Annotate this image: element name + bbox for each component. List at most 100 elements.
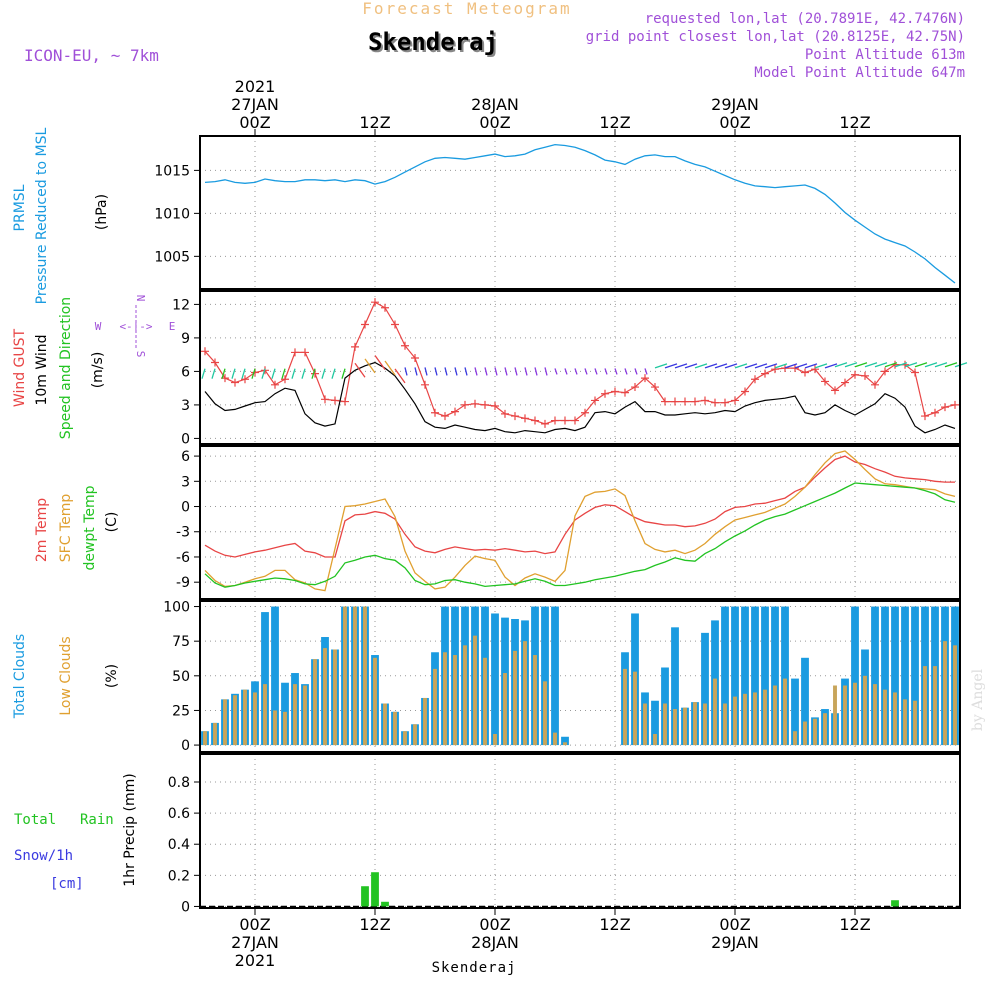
wind-gust-point (271, 380, 279, 389)
panel-frames-layer (199, 135, 961, 909)
y-tick-label: 1015 (154, 163, 190, 179)
low-clouds-bar (853, 682, 857, 746)
total-clouds-bar (721, 606, 729, 746)
low-clouds-bar (503, 673, 507, 746)
pressure-unit: (hPa) (94, 194, 110, 230)
wind-gust-point (501, 409, 509, 418)
low-clouds-bar (373, 657, 377, 746)
wind-direction-arrow (794, 363, 808, 369)
pressure-label-2: Pressure Reduced to MSL (34, 127, 50, 304)
wind-direction-arrow (464, 367, 468, 376)
wind-direction-arrow (654, 363, 668, 369)
wind-gust-point (281, 375, 289, 384)
temp-dewpt-series-line (204, 482, 956, 588)
wind-direction-arrow (924, 362, 938, 368)
low-clouds-bar (773, 685, 777, 746)
wind-gust-point (871, 380, 879, 389)
wind-direction-arrow (594, 368, 598, 375)
low-clouds-bar (913, 700, 917, 746)
low-clouds-bar (803, 721, 807, 746)
wind-direction-arrow (874, 362, 888, 368)
low-clouds-bar (743, 693, 747, 746)
footer-location: Skenderaj (432, 960, 517, 976)
compass-w: W (95, 320, 102, 333)
y-tick-label: 50 (172, 669, 190, 685)
wind-gust-point (571, 416, 579, 425)
temp-unit: (C) (104, 512, 120, 533)
wind-gust-point (491, 402, 499, 411)
low-clouds-bar (473, 635, 477, 746)
compass-n: N (134, 295, 147, 302)
low-clouds-bar (283, 711, 287, 746)
temp-dewpt-label: dewpt Temp (82, 485, 98, 570)
wind-direction-arrow (854, 362, 868, 368)
wind-gust-point (351, 342, 359, 351)
tick-labels-layer: 1005 1010 1015 0 3 6 9 12 -9 -6 -3 0 3 6 0 25 50 75 100 0 0.… (154, 77, 870, 970)
low-clouds-bar (313, 659, 317, 746)
wind-gust-point (441, 412, 449, 421)
wind-direction-arrow (554, 368, 558, 375)
low-clouds-bar (223, 699, 227, 746)
wind-gust-point (791, 364, 799, 373)
wind-gust-point (241, 375, 249, 384)
rain-bar (361, 886, 369, 907)
wind-gust-point (821, 377, 829, 386)
low-clouds-bar (263, 684, 267, 746)
total-clouds-bar (731, 606, 739, 746)
wind-gust-series-line (204, 301, 956, 425)
info-requested: requested lon,lat (20.7891E, 42.7476N) (645, 11, 965, 27)
low-clouds-bar (673, 709, 677, 746)
compass-s: S (134, 351, 147, 358)
gridlines-layer (200, 136, 960, 908)
wind-10m-label: 10m Wind (34, 334, 50, 405)
wind-direction-arrow (694, 363, 708, 369)
wind-direction-arrow (674, 363, 688, 369)
total-clouds-bar (741, 606, 749, 746)
low-clouds-bar (923, 666, 927, 746)
wind-gust-point (591, 396, 599, 405)
wind-direction-arrow (934, 362, 948, 368)
low-clouds-bar (703, 703, 707, 746)
wind-direction-arrow (271, 368, 276, 379)
pressure-series-line (204, 143, 956, 284)
bottom-time-label: 12Z (359, 915, 390, 934)
wind-gust-point (951, 400, 959, 409)
model-label: ICON-EU, ~ 7km (24, 46, 159, 65)
wind-gust-point (881, 367, 889, 376)
wind-gust-point (621, 388, 629, 397)
low-clouds-bar (203, 731, 207, 746)
low-clouds-bar (413, 724, 417, 746)
temp-2m-label: 2m Temp (34, 498, 50, 562)
panel-frame-wind (199, 290, 961, 445)
low-clouds-bar (863, 675, 867, 746)
wind-gust-point (691, 397, 699, 406)
y-tick-label: 3 (181, 398, 190, 414)
low-clouds-bar (653, 733, 657, 746)
low-clouds-bar (843, 685, 847, 746)
low-clouds-bar (723, 703, 727, 746)
wind-gust-point (401, 341, 409, 350)
wind-gust-point (911, 368, 919, 377)
low-clouds-bar (523, 641, 527, 746)
low-clouds-bar (483, 657, 487, 746)
wind-gust-point (831, 386, 839, 395)
wind-direction-arrow (714, 363, 728, 369)
wind-gust-point (231, 378, 239, 387)
bottom-time-label: 00Z (239, 915, 270, 934)
low-clouds-bar (243, 689, 247, 746)
wind-direction-arrow (281, 368, 286, 379)
y-tick-label: 0.4 (168, 837, 190, 853)
total-clouds-bar (781, 606, 789, 746)
rain-bar (371, 872, 379, 907)
wind-direction-arrow (774, 363, 788, 369)
top-time-label: 29JAN (711, 95, 759, 114)
total-clouds-bar (761, 606, 769, 746)
wind-gust-point (201, 347, 209, 356)
low-clouds-bar (643, 703, 647, 746)
y-tick-label: 3 (181, 474, 190, 490)
wind-gust-point (311, 369, 319, 378)
temp-2m-series-line (204, 455, 955, 558)
watermark: by Angel (970, 668, 986, 731)
wind-direction-arrow (394, 368, 406, 384)
